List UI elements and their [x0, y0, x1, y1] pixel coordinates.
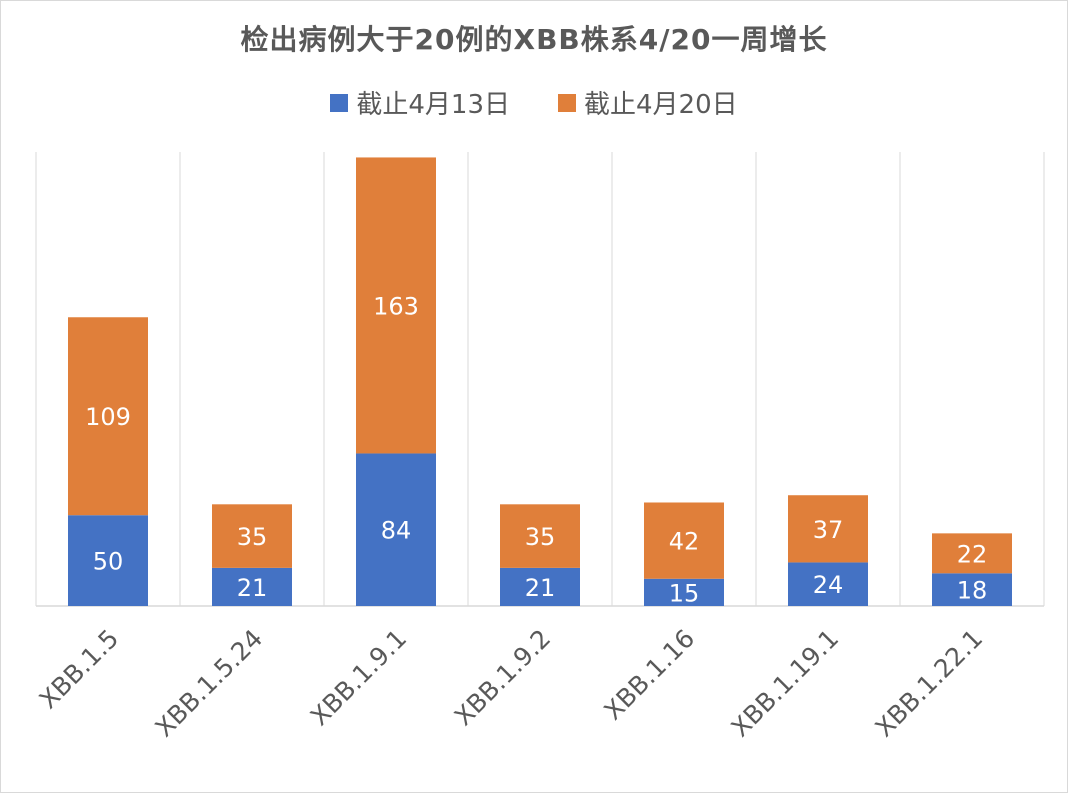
- bar-series-2-0: [68, 317, 148, 516]
- data-label: 163: [373, 292, 419, 320]
- data-label: 24: [813, 571, 844, 599]
- bar-series-2-1: [212, 504, 292, 568]
- legend-swatch-series-1: [330, 93, 349, 112]
- legend-label-series-1: 截止4月13日: [356, 90, 510, 120]
- data-label: 15: [669, 579, 700, 607]
- legend-swatch-series-2: [558, 93, 576, 112]
- bar-series-2-6: [932, 533, 1012, 574]
- bar-series-1-4: [644, 578, 724, 606]
- bar-series-1-2: [356, 453, 436, 606]
- data-label: 42: [669, 528, 700, 556]
- x-tick-label: XBB.1.5.24: [150, 624, 269, 743]
- x-tick-label: XBB.1.9.1: [305, 624, 412, 731]
- data-label: 21: [525, 574, 556, 602]
- x-tick-label: XBB.1.5: [34, 624, 125, 715]
- data-label: 109: [85, 403, 131, 431]
- data-label: 84: [381, 517, 412, 545]
- data-label: 22: [957, 540, 988, 568]
- data-label: 50: [93, 548, 124, 576]
- x-tick-label: XBB.1.16: [598, 624, 700, 726]
- bar-series-2-2: [356, 157, 436, 454]
- x-tick-label: XBB.1.9.2: [449, 624, 556, 731]
- x-tick-label: XBB.1.19.1: [726, 624, 845, 743]
- bar-series-1-1: [212, 567, 292, 606]
- data-label: 37: [813, 516, 844, 544]
- bar-series-1-6: [932, 573, 1012, 606]
- legend-item-series-2: 截止4月20日: [558, 84, 738, 121]
- legend-item-series-1: 截止4月13日: [330, 84, 510, 121]
- chart-title: 检出病例大于20例的XBB株系4/20一周增长: [240, 23, 828, 56]
- data-label: 18: [957, 577, 988, 605]
- bar-series-1-5: [788, 562, 868, 606]
- x-tick-label: XBB.1.22.1: [870, 624, 989, 743]
- bar-series-2-3: [500, 504, 580, 568]
- data-label: 35: [525, 523, 556, 551]
- bar-series-2-5: [788, 495, 868, 563]
- data-label: 21: [237, 574, 268, 602]
- bar-series-1-3: [500, 567, 580, 606]
- bar-series-2-4: [644, 502, 724, 579]
- bar-series-1-0: [68, 515, 148, 606]
- data-label: 35: [237, 523, 268, 551]
- legend: 截止4月13日 截止4月20日: [0, 84, 1068, 121]
- legend-label-series-2: 截止4月20日: [584, 90, 738, 120]
